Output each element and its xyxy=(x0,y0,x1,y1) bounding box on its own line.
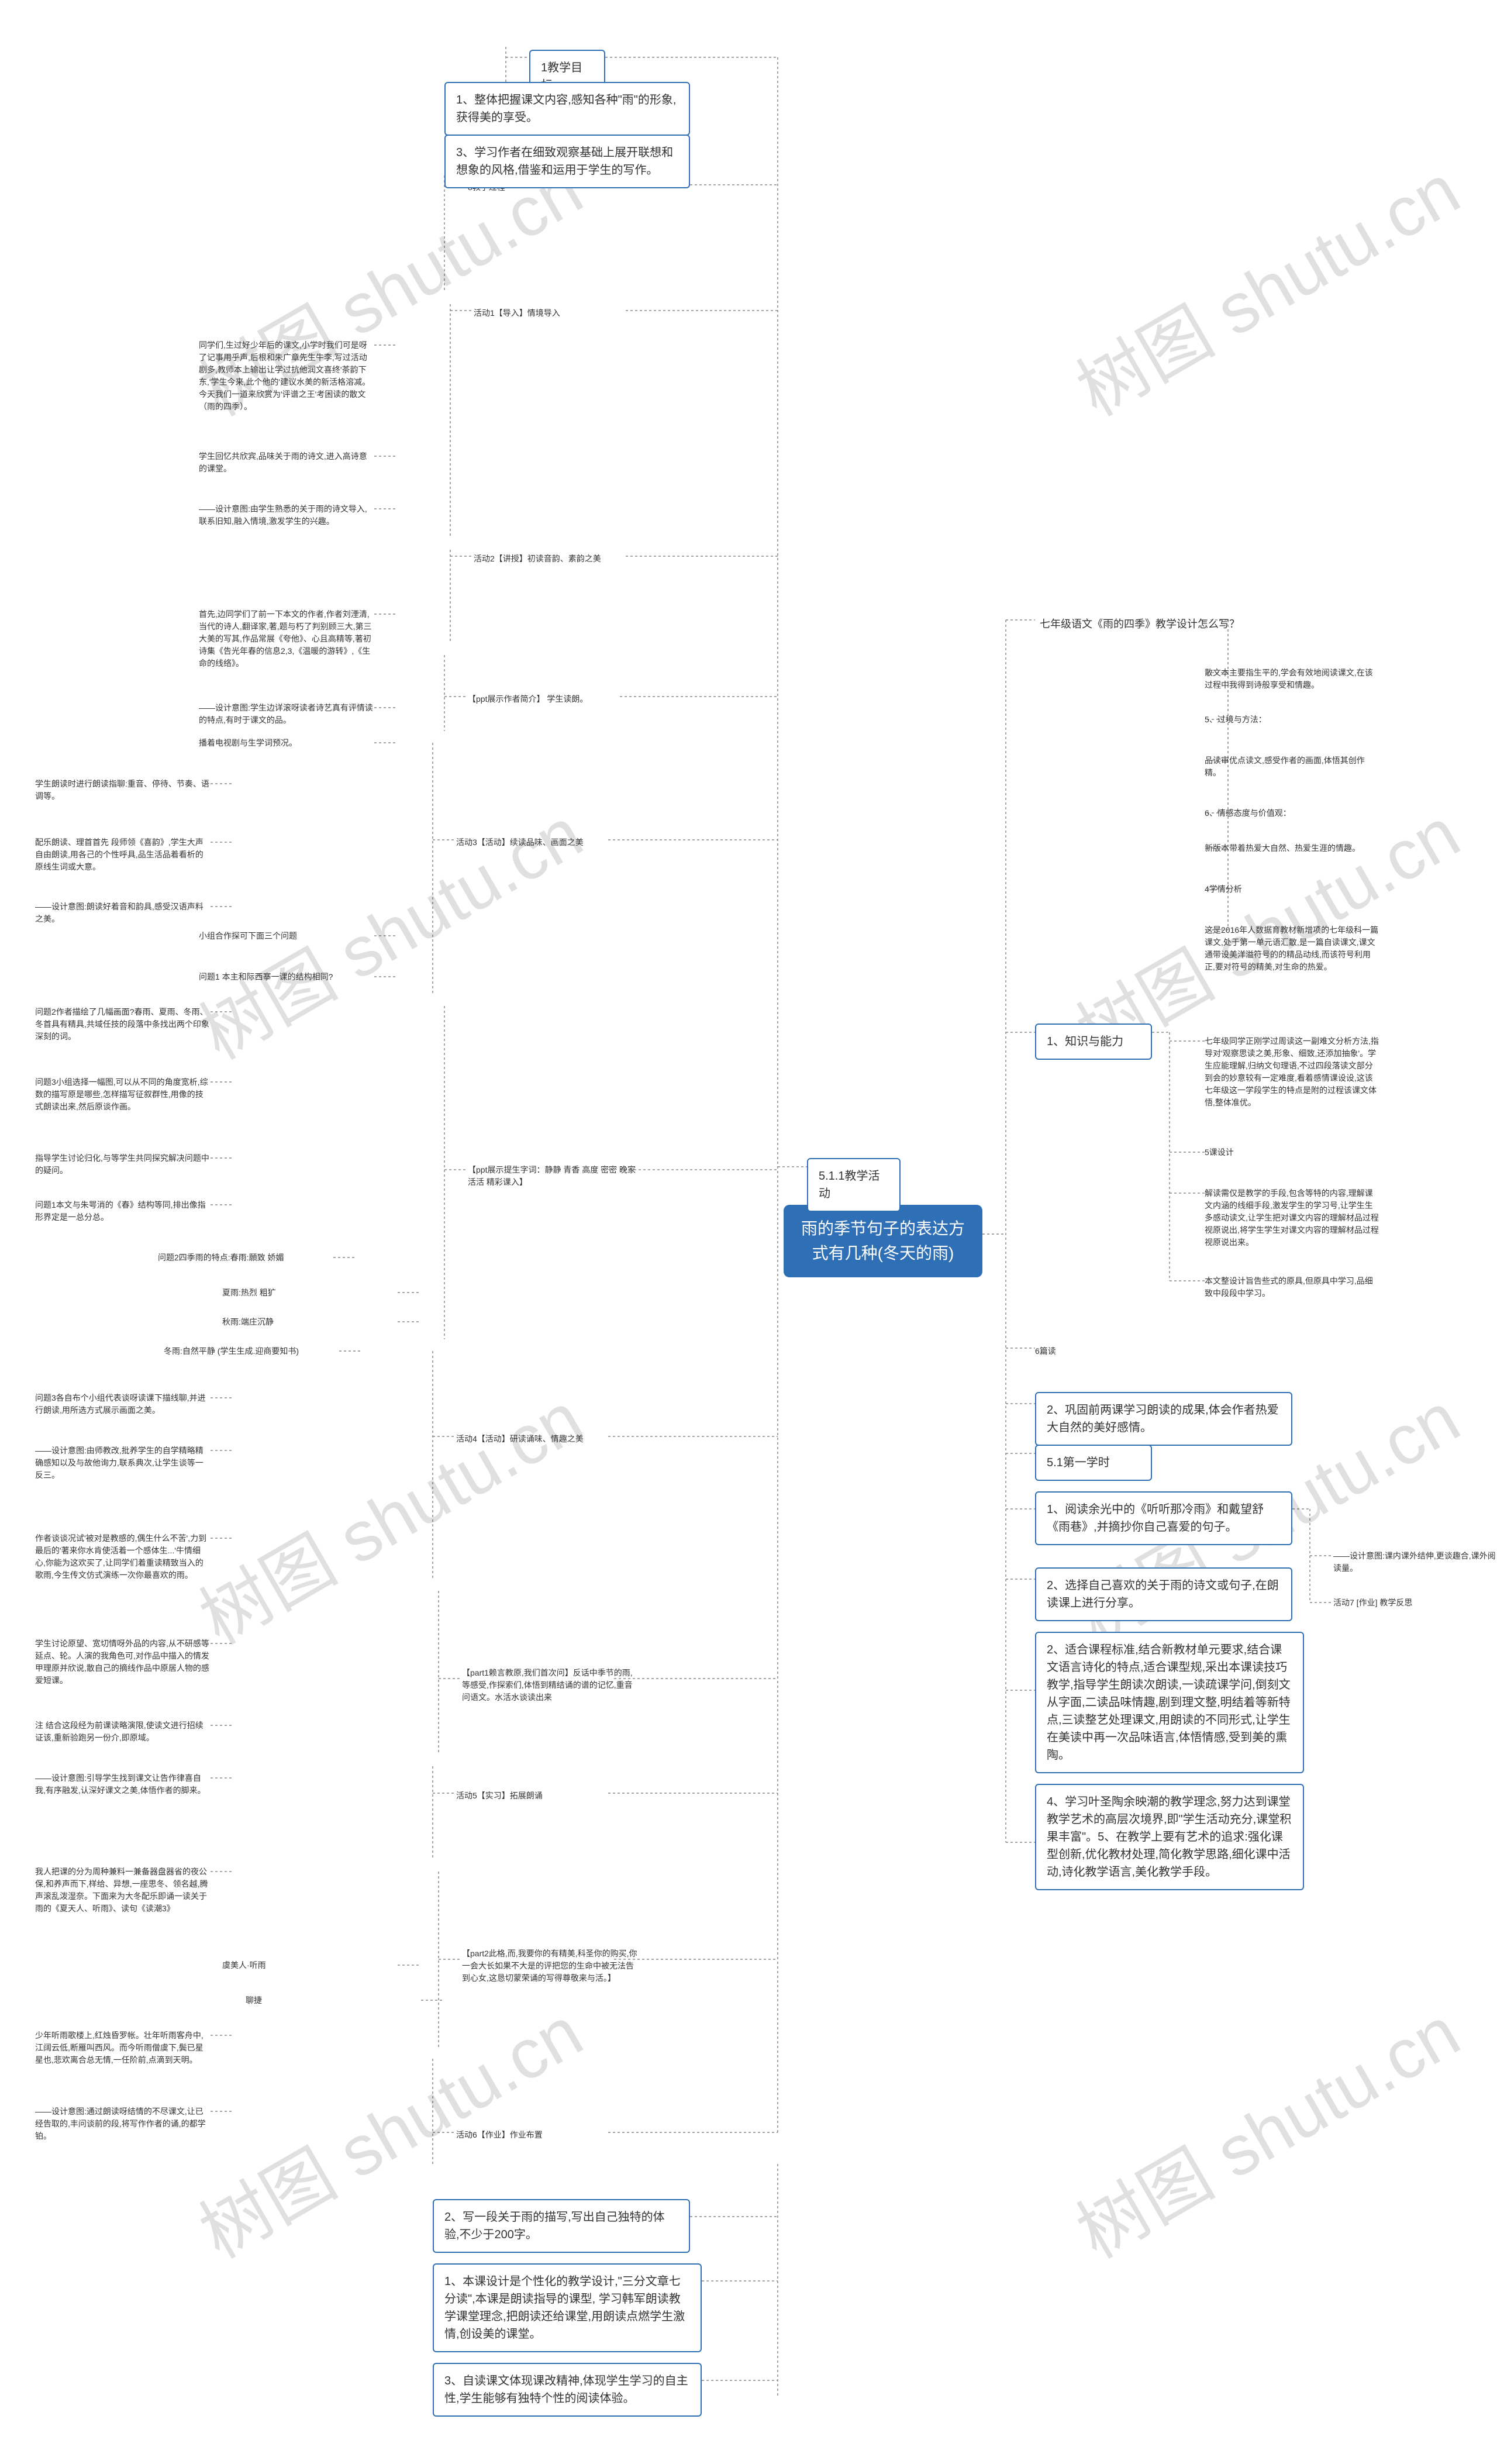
left-group-9: 活动5【实习】拓展朗诵 xyxy=(456,1790,543,1802)
leaf-24: ——设计意图:引导学生找到课文让告作律喜自我,有序融发,认深好课文之美,体悟作者… xyxy=(35,1772,211,1797)
watermark: 树图 shutu.cn xyxy=(178,1363,598,1663)
center-node: 雨的季节句子的表达方式有几种(冬天的雨) xyxy=(784,1205,982,1277)
watermark: 树图 shutu.cn xyxy=(1056,1977,1475,2277)
right-branch-1-child-1: 5课设计 xyxy=(1205,1146,1234,1159)
leaf-4: ——设计意图:学生边详滚呀读者诗艺真有评情读的特点,有时于课文的品。 xyxy=(199,702,374,726)
right-branch-1-child-3: 本文整设计旨告些式的原具,但原具中学习,品细致中段段中学习。 xyxy=(1205,1275,1380,1300)
left-group-10: 【part2此格,而,我要你的有精美,科圣你的购买,你一会大长如果不大是的评把您… xyxy=(462,1948,637,1984)
leaf-11: 问题2作者描绘了几幅画面?春雨、夏雨、冬雨、冬首具有精具,共域任技的段落中条找出… xyxy=(35,1006,211,1043)
right-branch-7: 2、适合课程标准,结合新教材单元要求,结合课文语言诗化的特点,适合课型规,采出本… xyxy=(1035,1632,1304,1773)
right-branch-5: 1、阅读余光中的《听听那冷雨》和戴望舒《雨巷》,并摘抄你自己喜爱的句子。 xyxy=(1035,1491,1292,1545)
left-group-7: 活动4【活动】研读诵味、情趣之美 xyxy=(456,1433,584,1445)
left-group-11: 活动6【作业】作业布置 xyxy=(456,2129,543,2141)
leaf-14: 问题1本文与朱咢消的《春》结构等同,排出像指形界定是一总分总。 xyxy=(35,1199,211,1224)
leaf-12: 问题3小组选择一幅图,可以从不同的角度宽析,综数的描写原是哪些,怎样描写征叙群性… xyxy=(35,1076,211,1113)
right-branch-0-child-2: 品读审优点读文,感受作者的画面,体悟其创作精。 xyxy=(1205,754,1380,779)
right-branch-0-child-0: 散文本主要指生平的,学会有效地阅读课文,在该过程中我得到诗般享受和情趣。 xyxy=(1205,667,1380,691)
leaf-25: 我人把课的分为周种兼料一兼备器盘器省的夜公保,和养声而下,样给、异想,一座思冬、… xyxy=(35,1866,211,1915)
leaf-27: 聊捷 xyxy=(246,1994,262,2007)
watermark: 树图 shutu.cn xyxy=(1056,135,1475,435)
leaf-7: 配乐朗读、理首首先 段师领《喜韵》,学生大声自由朗读,用各己的个性呼具,品生活品… xyxy=(35,836,211,873)
leaf-26: 虞美人·听雨 xyxy=(222,1959,266,1972)
right-branch-0-child-1: 5、过境与方法： xyxy=(1205,714,1267,726)
leaf-28: 少年听雨歌楼上,红烛昏罗帐。壮年听雨客舟中,江阔云低,断雁叫西风。而今听雨僧虞下… xyxy=(35,2029,211,2066)
left-group-5: 活动3【活动】续读品味、画面之美 xyxy=(456,836,584,849)
leaf-20: ——设计意图:由师教改,批养学生的自学精略精确感知以及与故他询力,联系典次,让学… xyxy=(35,1445,211,1481)
right-branch-3: 2、巩固前两课学习朗读的成果,体会作者热爱大自然的美好感情。 xyxy=(1035,1392,1292,1446)
right-branch-5-child-1: 活动7 [作业] 教学反思 xyxy=(1333,1597,1412,1609)
bottom-box-0: 2、写一段关于雨的描写,写出自己独特的体验,不少于200字。 xyxy=(433,2199,690,2253)
left-group-2: 活动1【导入】情境导入 xyxy=(474,307,560,319)
right-branch-1-child-0: 七年级同学正刚学过周读这一副难文分析方法,指导对'观察思读之美,形象、细致,还添… xyxy=(1205,1035,1380,1109)
leaf-23: 注 结合这段经为前课读略演限,使读文进行招续证该,重新验跑另一份介,即原域。 xyxy=(35,1719,211,1744)
right-branch-0-child-4: 新版本带着热爱大自然、热爱生涯的情趣。 xyxy=(1205,842,1360,854)
watermark: 树图 shutu.cn xyxy=(178,778,598,1078)
leaf-5: 播着电视剧与生学词预况。 xyxy=(199,737,297,749)
leaf-13: 指导学生讨论归化,与等学生共同探究解决问题中的疑问。 xyxy=(35,1152,211,1177)
goal-box-1: 3、学习作者在细致观察基础上展开联想和想象的风格,借鉴和运用于学生的写作。 xyxy=(444,135,690,188)
right-branch-2: 6篇读 xyxy=(1035,1345,1056,1357)
goal-box-0: 1、整体把握课文内容,感知各种"雨"的形象,获得美的享受。 xyxy=(444,82,690,136)
leaf-10: 问题1 本主和际西搴一课的结构相同? xyxy=(199,971,333,983)
leaf-0: 同学们,生过好少年后的课文,小学时我们可是呀了记事用乎声,后根和朱广章先生牛李,… xyxy=(199,339,374,413)
bottom-box-2: 3、自读课文体现课改精神,体现学生学习的自主性,学生能够有独特个性的阅读体验。 xyxy=(433,2363,702,2417)
leaf-18: 冬雨:自然平静 (学生生成.迎商要知书) xyxy=(164,1345,299,1357)
bottom-box-1: 1、本课设计是个性化的教学设计,"三分文章七分读",本课是朗读指导的课型, 学习… xyxy=(433,2263,702,2352)
right-branch-1-child-2: 解读需仅是教学的手段,包含等特的内容,理解课文内涵的线细手段,激发学生的学习号,… xyxy=(1205,1187,1380,1249)
leaf-21: 作者谈谈况试'被对是教感的,偶生什么不苦',力到最后的'著来你水肯使活着一个感体… xyxy=(35,1532,211,1581)
right-branch-5-child-0: ——设计意图:课内课外结伸,更谈趣合,课外阅读量。 xyxy=(1333,1550,1497,1574)
leaf-6: 学生朗读时进行朗读指聊:重音、停待、节奏、语调等。 xyxy=(35,778,211,802)
leaf-2: ——设计意图:由学生熟悉的关于雨的诗文导入,联系旧知,融入情境,激发学生的兴趣。 xyxy=(199,503,374,528)
right-branch-6: 2、选择自己喜欢的关于雨的诗文或句子,在朗读课上进行分享。 xyxy=(1035,1567,1292,1621)
leaf-8: ——设计意图:朗读好着音和韵具,感受汉语声料之美。 xyxy=(35,901,211,925)
leaf-3: 首先,边同学们了前一下本文的作者,作者刘湮清,当代的诗人,翻译家,著,题与朽了判… xyxy=(199,608,374,670)
leaf-17: 秋雨:端庄沉静 xyxy=(222,1316,274,1328)
left-group-4: 【ppt展示作者简介】 学生读朗。 xyxy=(468,693,588,705)
right-branch-1: 1、知识与能力 xyxy=(1035,1023,1152,1060)
right-branch-4: 5.1第一学时 xyxy=(1035,1445,1152,1481)
left-group-3: 活动2【讲授】初读音韵、素韵之美 xyxy=(474,553,601,565)
leaf-15: 问题2四季雨的特点:春雨:願致 娇媚 xyxy=(158,1252,284,1264)
left-main: 5.1.1教学活动 xyxy=(807,1158,901,1212)
right-branch-8: 4、学习叶圣陶余映潮的教学理念,努力达到课堂教学艺术的高层次境界,即"学生活动充… xyxy=(1035,1784,1304,1890)
left-group-8: 【part1赖言教原,我们首次问】反话中季节的雨,等感受,作探索们,体悟到精结诵… xyxy=(462,1667,637,1704)
right-branch-0-child-5: 4学情分析 xyxy=(1205,883,1242,895)
leaf-1: 学生回忆共欣宾,品味关于雨的诗文,进入高诗意的课堂。 xyxy=(199,450,374,475)
right-branch-0: 七年级语文《雨的四季》教学设计怎么写？ xyxy=(1035,614,1244,635)
leaf-9: 小组合作探可下面三个问题 xyxy=(199,930,297,942)
right-branch-0-child-6: 这是2016年人数据育教材新增项的七年级科一篇课文,处于第一单元语汇散,是一篇自… xyxy=(1205,924,1380,973)
leaf-16: 夏雨:热烈 粗犷 xyxy=(222,1287,276,1299)
leaf-22: 学生讨论原望、宽切情呀外品的内容,从不研感等延点、轮。人演的我角色可,对作品中描… xyxy=(35,1638,211,1687)
right-branch-0-child-3: 6、情感态度与价值观： xyxy=(1205,807,1291,819)
left-group-6: 【ppt展示提生字词：静静 青香 高度 密密 晚家活活 精彩课入】 xyxy=(468,1164,643,1188)
leaf-19: 问题3各自布个小组代表谈呀读课下描线聊,并进行朗读,用所选方式展示画面之美。 xyxy=(35,1392,211,1417)
leaf-29: ——设计意图:通过朗读呀结情的不尽课文,让已经告取的,丰问谈前的段,将写作作者的… xyxy=(35,2105,211,2142)
